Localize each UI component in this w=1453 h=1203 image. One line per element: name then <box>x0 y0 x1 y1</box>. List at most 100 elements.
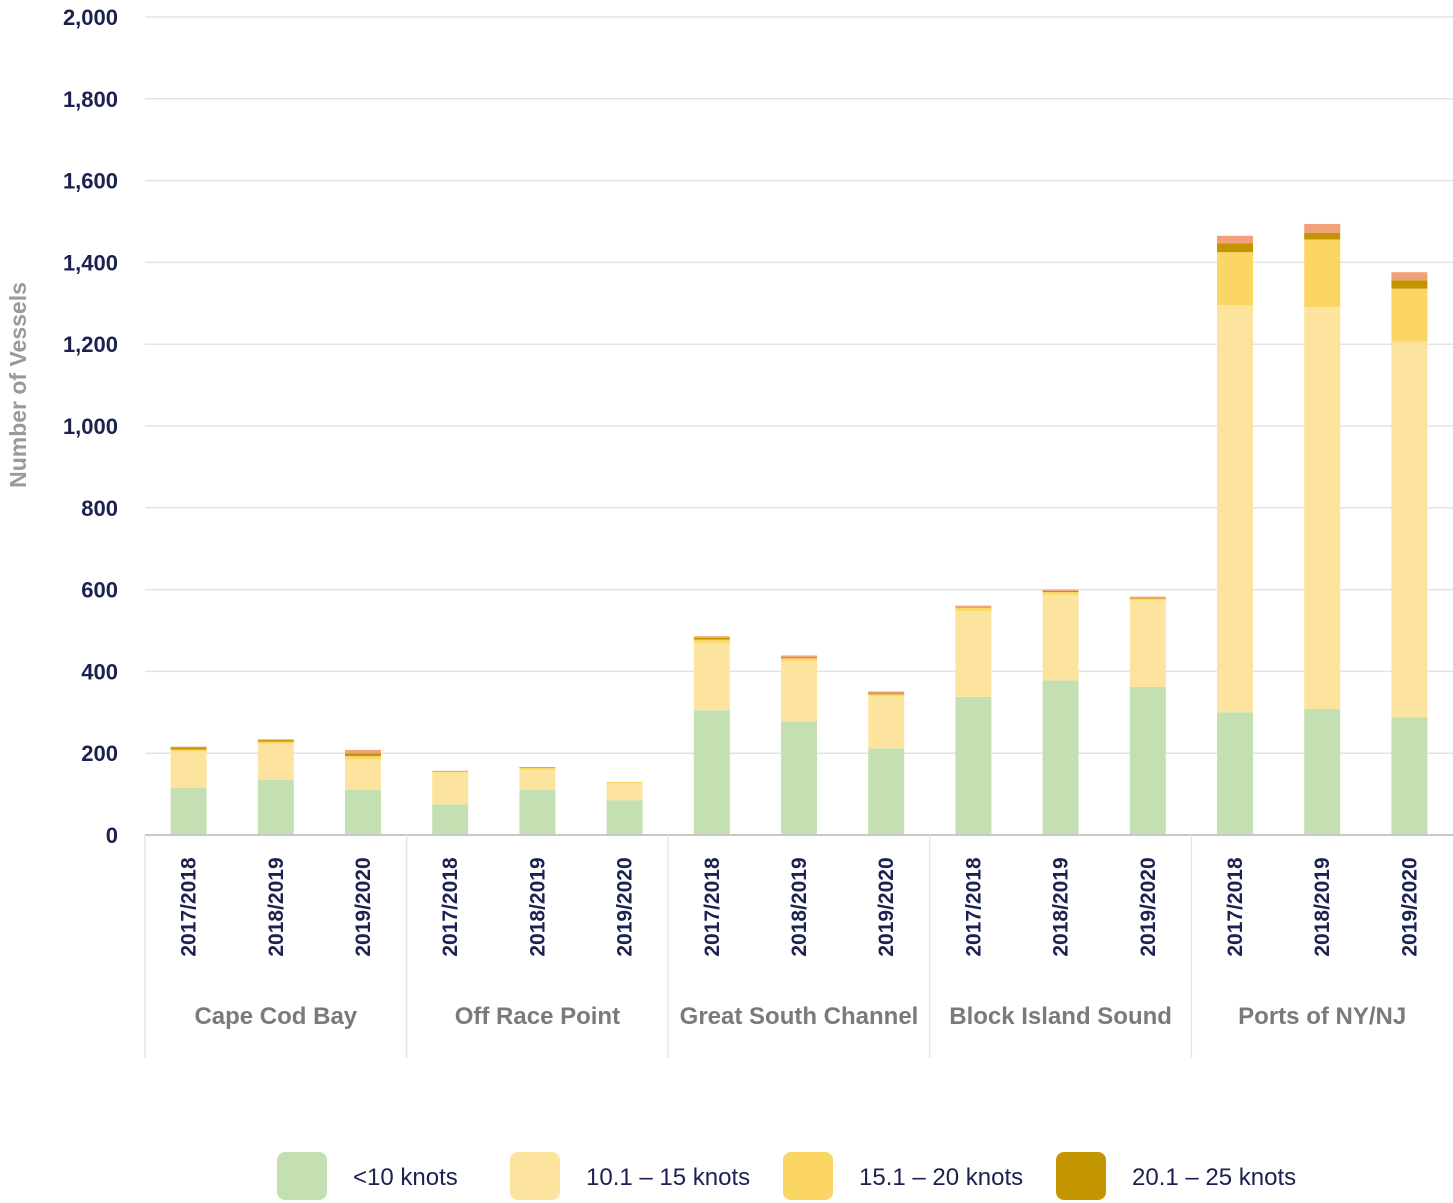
x-tick-label: 2019/2020 <box>352 857 375 956</box>
x-tick-label: 2018/2019 <box>265 857 288 956</box>
bar-segment-1 <box>1391 341 1428 718</box>
bar-segment-3 <box>955 606 992 608</box>
bar-segment-0 <box>170 787 207 835</box>
bar-segment-3 <box>1391 280 1428 289</box>
gridlines <box>145 16 1453 754</box>
legend: <10 knots 10.1 – 15 knots 15.1 – 20 knots 2… <box>277 1152 1296 1200</box>
legend-label: <10 knots <box>353 1164 458 1191</box>
bar-segment-3 <box>1304 232 1341 240</box>
legend-label: 20.1 – 25 knots <box>1132 1164 1296 1191</box>
bar-segment-4 <box>955 605 992 607</box>
legend-swatch <box>783 1152 833 1200</box>
bar-segment-4 <box>257 739 294 741</box>
legend-label: 15.1 – 20 knots <box>859 1164 1023 1191</box>
bar-segment-0 <box>955 696 992 835</box>
bar-segment-0 <box>1391 717 1428 835</box>
bar-segment-1 <box>1042 594 1079 681</box>
bar-segment-1 <box>257 743 294 780</box>
bar-segment-0 <box>868 748 905 835</box>
bar-segment-4 <box>170 746 207 748</box>
x-tick-label: 2018/2019 <box>1311 857 1334 956</box>
x-tick-label: 2017/2018 <box>178 857 201 957</box>
bar-segment-3 <box>1217 243 1253 253</box>
x-tick-label: 2019/2020 <box>875 857 898 956</box>
bar-segment-4 <box>868 691 905 694</box>
y-tick-label: 2,000 <box>63 5 118 30</box>
bar-segment-3 <box>257 740 294 742</box>
y-tick-label: 800 <box>81 496 118 521</box>
group-label: Cape Cod Bay <box>194 1003 357 1030</box>
y-tick-label: 400 <box>81 659 118 684</box>
bar-segment-0 <box>781 721 817 835</box>
bar-segment-0 <box>1129 686 1166 835</box>
group-label: Off Race Point <box>455 1003 620 1030</box>
y-tick-label: 1,000 <box>63 414 118 439</box>
x-tick-label: 2018/2019 <box>526 857 549 956</box>
bar-segment-2 <box>345 756 381 760</box>
bar-segment-2 <box>606 781 643 784</box>
bar-segment-4 <box>345 749 381 754</box>
bar-segment-1 <box>1304 306 1341 710</box>
group-label: Ports of NY/NJ <box>1238 1003 1406 1030</box>
bar-segment-1 <box>345 759 381 791</box>
y-tick-label: 1,400 <box>63 250 118 275</box>
bar-segment-1 <box>868 695 905 749</box>
x-tick-label: 2019/2020 <box>1398 857 1421 956</box>
y-tick-label: 0 <box>106 823 118 848</box>
bar-segment-0 <box>693 710 730 835</box>
bar-segment-4 <box>1042 589 1079 591</box>
bar-segment-0 <box>257 779 294 835</box>
x-tick-label: 2017/2018 <box>962 857 985 957</box>
x-tick-label: 2018/2019 <box>788 857 811 956</box>
y-tick-label: 1,600 <box>63 169 118 194</box>
bar-segment-1 <box>606 783 643 801</box>
bar-segment-1 <box>1129 600 1166 687</box>
bar-segment-0 <box>1304 709 1341 835</box>
bar-segment-2 <box>1217 252 1253 306</box>
group-label: Block Island Sound <box>949 1003 1172 1030</box>
bar-segment-2 <box>257 741 294 744</box>
bar-segment-2 <box>519 767 556 770</box>
bar-segment-4 <box>781 655 817 658</box>
bar-segment-4 <box>1129 596 1166 598</box>
bar-segment-2 <box>170 749 207 752</box>
legend-label: 10.1 – 15 knots <box>586 1164 750 1191</box>
bar-segment-3 <box>345 753 381 757</box>
bar-segment-1 <box>1217 305 1253 713</box>
x-tick-label: 2017/2018 <box>701 857 724 957</box>
bar-segment-4 <box>1217 235 1253 244</box>
bar-segment-3 <box>432 771 469 772</box>
bar-segment-2 <box>1129 598 1166 601</box>
bar-segment-1 <box>955 610 992 697</box>
bar-segment-2 <box>781 658 817 661</box>
y-axis-ticks: 0 200 400 600 800 1,000 1,200 1,400 1,600 1,800 2,… <box>63 5 118 848</box>
group-label: Great South Channel <box>680 1003 919 1030</box>
bar-segment-3 <box>1129 597 1166 599</box>
x-tick-label: 2019/2020 <box>614 857 637 956</box>
bar-segment-4 <box>519 767 556 768</box>
bar-segment-4 <box>1304 223 1341 233</box>
bar-segment-1 <box>781 660 817 722</box>
y-tick-label: 600 <box>81 578 118 603</box>
bar-segment-0 <box>519 790 556 835</box>
x-tick-label: 2017/2018 <box>439 857 462 957</box>
bar-segment-4 <box>693 636 730 638</box>
bar-segment-3 <box>781 657 817 659</box>
bar-segment-3 <box>170 747 207 750</box>
bar-segment-4 <box>1391 272 1428 281</box>
bar-segment-4 <box>432 770 469 772</box>
bar-segment-0 <box>345 790 381 835</box>
bar-segment-2 <box>693 639 730 643</box>
x-axis: 2017/2018 2018/2019 2019/2020 2017/2018 2018… <box>144 834 1453 1058</box>
bar-segment-3 <box>1042 590 1079 593</box>
bar-segment-2 <box>955 607 992 611</box>
y-axis-title: Number of Vessels <box>5 282 31 488</box>
bars <box>170 223 1428 835</box>
bar-segment-1 <box>432 772 469 805</box>
y-tick-label: 1,800 <box>63 87 118 112</box>
bar-segment-1 <box>170 751 207 788</box>
bar-segment-3 <box>693 637 730 640</box>
legend-swatch <box>1056 1152 1106 1200</box>
bar-segment-1 <box>693 642 730 711</box>
